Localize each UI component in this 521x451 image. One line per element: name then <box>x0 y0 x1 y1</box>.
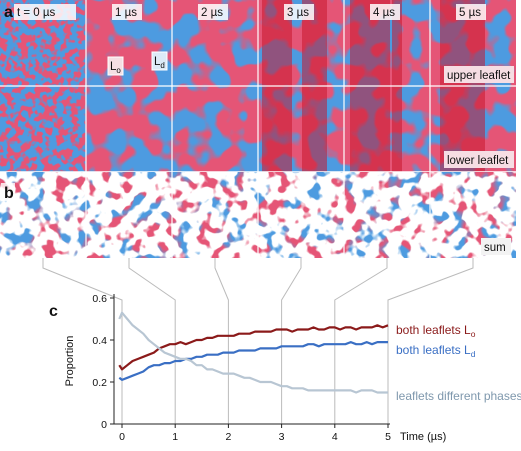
panel-letter-c: c <box>49 303 58 320</box>
panel-letter-a: a <box>4 4 13 21</box>
connector-line <box>281 258 302 424</box>
sum-box <box>481 238 511 255</box>
lo-tag-box <box>107 56 124 76</box>
time-label-box <box>198 4 228 20</box>
connector-line <box>214 258 229 424</box>
ld-tag-label: Ld <box>154 56 165 70</box>
panel-letter-b-bg <box>1 183 15 201</box>
series-line <box>118 311 388 394</box>
connector-line <box>42 258 123 424</box>
lo-tag: Lo <box>107 56 124 76</box>
series-label: both leaflets Ld <box>396 343 476 359</box>
x-tick-label: 0 <box>119 431 125 443</box>
panel-b-grid <box>85 172 431 258</box>
ld-tag-box <box>151 51 168 71</box>
y-axis-title: Proportion <box>64 336 76 387</box>
lo-tag-label: Lo <box>110 61 121 75</box>
y-tick-label: 0.4 <box>92 335 107 347</box>
x-tick-label: 1 <box>172 431 178 443</box>
lower-leaflet-box <box>444 151 514 168</box>
x-axis-title: Time (µs) <box>400 431 446 443</box>
x-tick-label: 3 <box>279 431 285 443</box>
series-line <box>118 324 389 371</box>
time-label: 1 µs <box>115 7 137 19</box>
x-tick-label: 5 <box>385 431 391 443</box>
lower-leaflet-label: lower leaflet <box>447 155 509 167</box>
time-label-box <box>284 4 314 20</box>
upper-leaflet-box <box>444 66 514 83</box>
chart-series <box>118 311 389 394</box>
time-label-box <box>14 4 76 20</box>
time-label: 5 µs <box>459 7 481 19</box>
series-labels: both leaflets Lo both leaflets Ld leaflets… <box>396 323 521 403</box>
time-label: 3 µs <box>287 7 309 19</box>
upper-leaflet-label: upper leaflet <box>447 70 511 82</box>
y-tick-label: 0.2 <box>92 377 107 389</box>
x-tick-label: 2 <box>225 431 231 443</box>
time-labels: t = 0 µs 1 µs 2 µs 3 µs 4 µs 5 µs <box>14 4 486 20</box>
y-tick-label: 0.6 <box>92 293 107 305</box>
sum-label: sum <box>484 242 506 254</box>
time-label-box <box>112 4 142 20</box>
time-label: 4 µs <box>373 7 395 19</box>
time-label: t = 0 µs <box>17 7 56 19</box>
panel-a-snapshots <box>0 0 516 173</box>
series-line <box>118 341 388 381</box>
series-label: both leaflets Lo <box>396 323 476 339</box>
panel-b-snapshots <box>0 172 516 258</box>
x-tick-label: 4 <box>332 431 338 443</box>
ld-tag: Ld <box>151 51 168 71</box>
time-label: 2 µs <box>201 7 223 19</box>
connector-line <box>128 258 176 424</box>
series-label: leaflets different phases <box>396 389 521 403</box>
panel-letter-b: b <box>4 185 14 202</box>
connector-line <box>387 258 474 424</box>
connector-line <box>334 258 388 424</box>
y-tick-label: 0 <box>101 419 107 431</box>
time-label-box <box>370 4 400 20</box>
time-label-box <box>456 4 486 20</box>
chart-axes: 0 1 2 3 4 5 0 0.2 0.4 0.6 <box>92 293 391 443</box>
